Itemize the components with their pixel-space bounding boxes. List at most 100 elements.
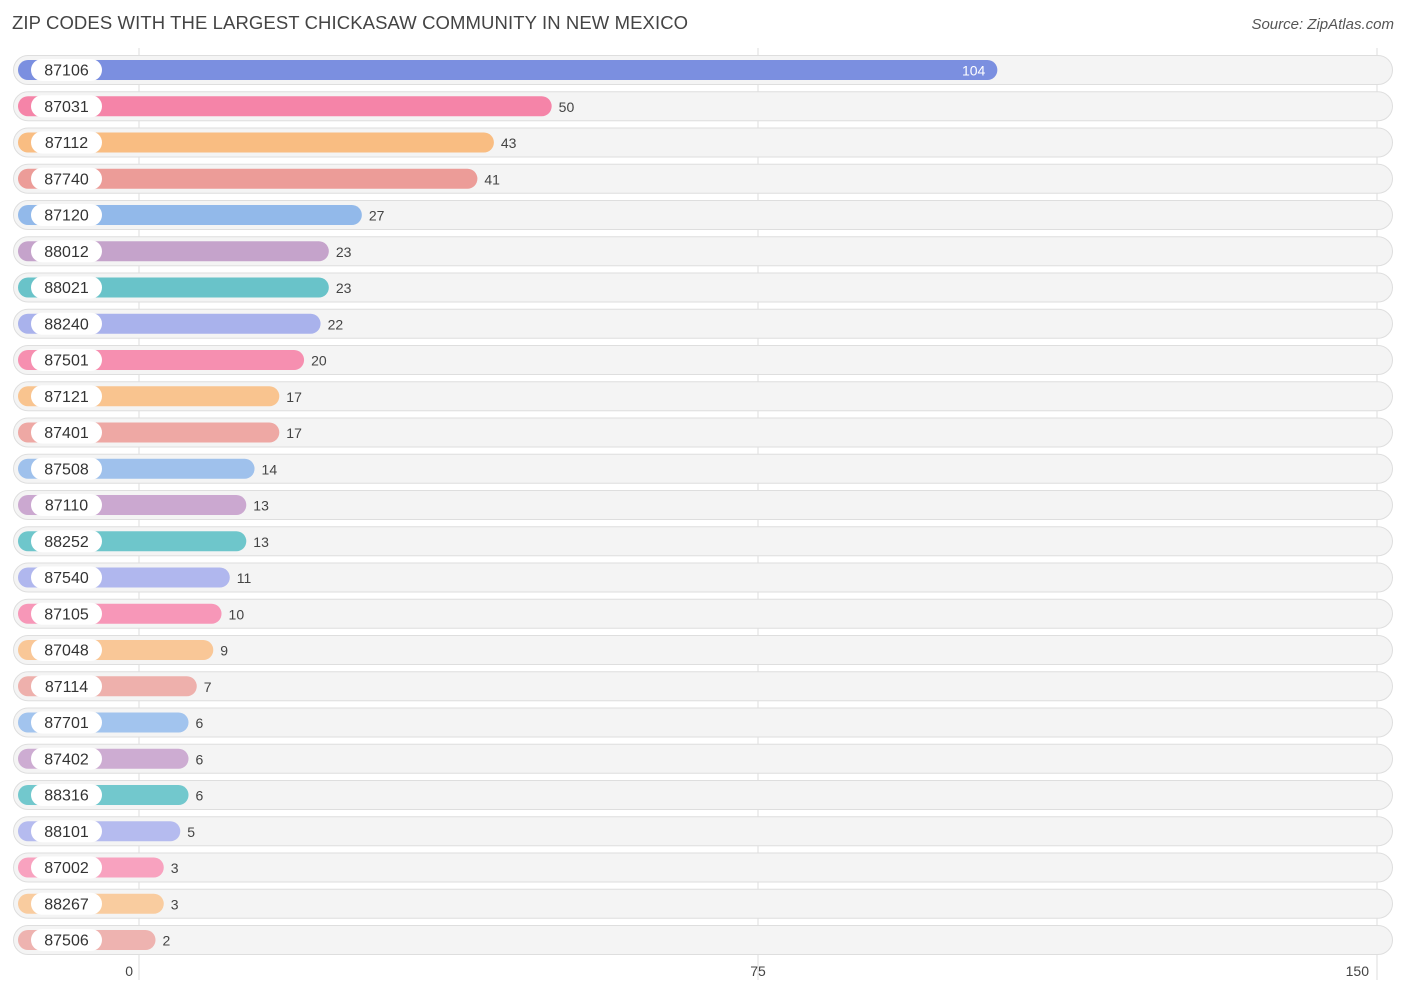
row-background bbox=[13, 780, 1393, 810]
bar-row: 88101 5 bbox=[13, 816, 1393, 847]
row-background bbox=[13, 272, 1393, 303]
category-label: 88021 bbox=[44, 280, 89, 297]
bar-row: 87114 7 bbox=[13, 671, 1393, 702]
bar-row: 87402 6 bbox=[13, 743, 1393, 774]
row-background bbox=[13, 490, 1393, 520]
value-label: 9 bbox=[220, 643, 228, 659]
category-label: 88240 bbox=[44, 316, 89, 333]
bar-row: 88021 23 bbox=[13, 272, 1393, 303]
category-label: 88316 bbox=[44, 788, 89, 805]
value-label: 3 bbox=[171, 860, 179, 876]
category-label-bg bbox=[31, 747, 102, 770]
bar-row: 87701 6 bbox=[13, 707, 1393, 738]
row-background bbox=[13, 925, 1393, 955]
value-label: 6 bbox=[196, 715, 204, 731]
row-background bbox=[13, 381, 1393, 412]
category-label: 87114 bbox=[45, 679, 88, 696]
bar-row: 87106 104 bbox=[13, 55, 1393, 85]
bar bbox=[18, 205, 362, 225]
bar-row: 87048 9 bbox=[13, 635, 1393, 665]
row-background bbox=[13, 635, 1393, 665]
category-label: 87740 bbox=[44, 171, 89, 188]
category-label-bg bbox=[31, 892, 102, 915]
chart-title: ZIP CODES WITH THE LARGEST CHICKASAW COM… bbox=[12, 12, 689, 33]
category-label-bg bbox=[31, 711, 102, 734]
category-label-bg bbox=[31, 276, 102, 299]
category-label: 87031 bbox=[44, 99, 89, 116]
x-tick-label: 0 bbox=[125, 963, 133, 979]
category-label-bg bbox=[31, 349, 102, 371]
value-label: 17 bbox=[286, 425, 302, 441]
bar-row: 87121 17 bbox=[13, 381, 1393, 412]
category-label-bg bbox=[31, 240, 102, 263]
category-label-bg bbox=[31, 530, 102, 553]
row-background bbox=[13, 345, 1393, 375]
category-label-bg bbox=[31, 131, 102, 154]
category-label: 87110 bbox=[45, 498, 88, 515]
category-label: 87120 bbox=[44, 208, 89, 225]
row-background bbox=[13, 453, 1393, 484]
category-label-bg bbox=[31, 59, 102, 81]
category-label: 87506 bbox=[44, 933, 89, 950]
category-label-bg bbox=[31, 385, 102, 408]
value-label: 41 bbox=[484, 171, 500, 187]
category-label: 88267 bbox=[44, 896, 89, 913]
row-background bbox=[13, 743, 1393, 774]
category-label: 88252 bbox=[44, 534, 89, 551]
row-background bbox=[13, 816, 1393, 847]
value-label: 23 bbox=[336, 280, 352, 296]
bar-row: 87401 17 bbox=[13, 417, 1393, 448]
row-background bbox=[13, 308, 1393, 339]
bar-row: 87501 20 bbox=[13, 345, 1393, 375]
category-label-bg bbox=[31, 457, 102, 480]
row-background bbox=[13, 562, 1393, 593]
category-label: 87112 bbox=[45, 135, 88, 152]
category-label-bg bbox=[31, 494, 102, 516]
value-label: 2 bbox=[163, 933, 171, 949]
x-tick-label: 150 bbox=[1346, 963, 1370, 979]
value-label: 3 bbox=[171, 896, 179, 912]
bar-row: 87120 27 bbox=[13, 200, 1393, 230]
value-label: 13 bbox=[253, 534, 269, 550]
category-label-bg bbox=[31, 95, 102, 118]
value-label: 11 bbox=[237, 570, 252, 586]
category-label-bg bbox=[31, 602, 102, 625]
x-tick-label: 75 bbox=[750, 963, 766, 979]
category-label-bg bbox=[31, 167, 102, 190]
row-background bbox=[13, 236, 1393, 267]
row-background bbox=[13, 888, 1393, 919]
category-label: 87048 bbox=[44, 643, 89, 660]
category-label: 87508 bbox=[44, 461, 89, 478]
value-label: 6 bbox=[196, 751, 204, 767]
value-label: 7 bbox=[204, 679, 212, 695]
bar-row: 88012 23 bbox=[13, 236, 1393, 267]
value-label: 10 bbox=[229, 606, 245, 622]
category-label-bg bbox=[31, 204, 102, 226]
bar-row: 88267 3 bbox=[13, 888, 1393, 919]
value-label: 14 bbox=[262, 461, 278, 477]
category-label-bg bbox=[31, 675, 102, 698]
category-label: 87540 bbox=[44, 570, 89, 587]
row-background bbox=[13, 417, 1393, 448]
value-label: 22 bbox=[328, 316, 344, 332]
bar-row: 88240 22 bbox=[13, 308, 1393, 339]
bar-row: 87506 2 bbox=[13, 925, 1393, 955]
x-axis-ticks: 0 75 150 bbox=[125, 963, 1369, 979]
category-label: 87402 bbox=[44, 751, 89, 768]
row-background bbox=[13, 526, 1393, 557]
bar-row: 88316 6 bbox=[13, 780, 1393, 810]
category-label: 87121 bbox=[44, 389, 89, 406]
category-label-bg bbox=[31, 784, 102, 806]
value-label: 43 bbox=[501, 135, 517, 151]
category-label-bg bbox=[31, 856, 102, 879]
category-label: 87501 bbox=[44, 353, 89, 370]
bar bbox=[18, 60, 998, 80]
bar-row: 87031 50 bbox=[13, 91, 1393, 122]
category-label: 88012 bbox=[44, 244, 89, 261]
value-label: 5 bbox=[187, 824, 195, 840]
value-label: 17 bbox=[286, 389, 302, 405]
category-label: 88101 bbox=[44, 824, 89, 841]
bar-row: 87110 13 bbox=[13, 490, 1393, 520]
